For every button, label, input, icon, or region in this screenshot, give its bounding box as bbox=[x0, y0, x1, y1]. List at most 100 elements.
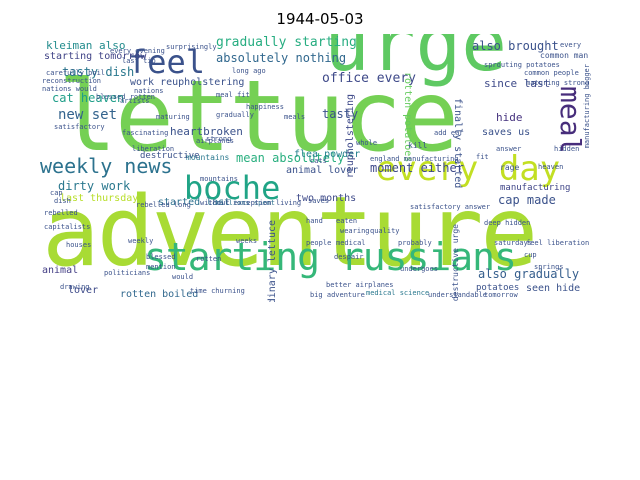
word-started-last: started last bbox=[158, 197, 231, 208]
word-blessed-rotten: blessed rotten bbox=[96, 93, 156, 101]
word-feel: feel bbox=[128, 43, 206, 81]
word-answer: answer bbox=[496, 145, 522, 153]
word-liberation: liberation bbox=[132, 145, 175, 153]
word-long-ago: long ago bbox=[232, 67, 266, 75]
word-meal: meal bbox=[554, 86, 587, 154]
word-eaten: eaten bbox=[336, 217, 358, 225]
word-office-every: office every bbox=[322, 71, 416, 86]
word-people: people bbox=[306, 239, 332, 247]
word-england-manufacturing: england manufacturing bbox=[370, 155, 459, 163]
word-better-airplanes: better airplanes bbox=[326, 281, 394, 289]
word-airplanes: airplanes bbox=[196, 137, 234, 145]
word-moment-either: moment either bbox=[370, 161, 464, 175]
word-starting-tomorrow: starting tomorrow bbox=[44, 51, 147, 62]
word-potatoes: potatoes bbox=[476, 283, 520, 293]
word-reconstruction: reconstruction bbox=[42, 77, 102, 85]
word-manufacturing-bigger: manufacturing bigger bbox=[583, 64, 591, 149]
word-hide: hide bbox=[496, 111, 523, 124]
word-seen-hide: seen hide bbox=[526, 283, 581, 294]
word-maturing-strong: maturing strong bbox=[526, 79, 590, 87]
word-whole: whole bbox=[356, 139, 378, 147]
word-manufacturing: manufacturing bbox=[500, 183, 571, 193]
word-saves: saves bbox=[308, 197, 330, 205]
word-mean-absolutely: mean absolutely bbox=[236, 151, 345, 165]
word-rotten-potatoes: rotten potatoes bbox=[402, 72, 413, 163]
word-happiness: happiness bbox=[246, 103, 284, 111]
word-millions-spent: millions spent bbox=[216, 199, 276, 207]
word-deep-hidden: deep hidden bbox=[484, 219, 531, 227]
word-drawing: drawing bbox=[60, 283, 90, 291]
word-rage: rage bbox=[500, 163, 520, 172]
word-last-thursday: last thursday bbox=[60, 193, 139, 204]
word-kleiman-also: kleiman also bbox=[46, 39, 126, 52]
word-every-day: every day bbox=[376, 149, 561, 189]
word-weekly: weekly bbox=[128, 237, 154, 245]
word-sprouting-potatoes: sprouting potatoes bbox=[484, 61, 560, 69]
word-satisfactory: satisfactory bbox=[54, 123, 105, 131]
word-rebelled-long: rebelled long bbox=[136, 201, 191, 209]
word-tasty-dish: tasty dish bbox=[62, 65, 135, 79]
word-houses: houses bbox=[66, 241, 92, 249]
word-would: would bbox=[172, 273, 194, 281]
word-probably: probably bbox=[398, 239, 432, 247]
word-common-people: common people bbox=[524, 69, 579, 77]
word-destructive-urge: destructive urge bbox=[451, 224, 460, 302]
word-mountains-small: mountains bbox=[200, 175, 238, 183]
word-work-reupholstering: work reupholstering bbox=[130, 77, 245, 88]
word-lettuce: lettuce bbox=[58, 60, 459, 174]
word-despair: despair bbox=[334, 253, 364, 261]
word-dirty-work: dirty work bbox=[58, 179, 131, 193]
word-new-set: new set bbox=[58, 107, 118, 123]
word-fascinating: fascinating bbox=[122, 129, 169, 137]
word-weeks: weeks bbox=[236, 237, 258, 245]
word-mention: mention bbox=[146, 263, 176, 271]
word-blessed: blessed bbox=[146, 253, 176, 261]
word-hidden: hidden bbox=[554, 145, 580, 153]
word-every: every bbox=[560, 41, 582, 49]
word-understandable: understandable bbox=[428, 291, 488, 299]
word-destructive: destructive bbox=[140, 151, 200, 161]
word-maturing: maturing bbox=[156, 113, 190, 121]
word-also-brought: also brought bbox=[472, 39, 559, 53]
word-nations: nations bbox=[134, 87, 164, 95]
word-medical-science: medical science bbox=[366, 289, 430, 297]
word-satisfactory-answer: satisfactory answer bbox=[410, 203, 491, 211]
word-cats: cats bbox=[310, 157, 327, 165]
word-saves-us: saves us bbox=[482, 127, 531, 138]
word-starting-russians: starting russians bbox=[144, 235, 517, 279]
word-capitalists: capitalists bbox=[44, 223, 91, 231]
word-every-evening: every evening bbox=[110, 47, 165, 55]
word-kill: kill bbox=[408, 141, 428, 150]
word-animal-lover: animal lover bbox=[286, 165, 359, 176]
word-surprisingly: surprisingly bbox=[166, 43, 217, 51]
word-reupholstering: reupholstering bbox=[345, 94, 356, 179]
word-strong: strong bbox=[206, 135, 232, 143]
word-finally-started: finally started bbox=[452, 98, 463, 189]
word-meal-fit: meal fit bbox=[216, 91, 250, 99]
word-absolutely-nothing: absolutely nothing bbox=[216, 51, 347, 65]
word-tomorrow: tomorrow bbox=[484, 291, 518, 299]
word-meals: meals bbox=[284, 113, 306, 121]
word-rebelled: rebelled bbox=[44, 209, 78, 217]
word-animal: animal bbox=[42, 265, 79, 276]
word-fit: fit bbox=[476, 153, 489, 161]
chart-title: 1944-05-03 bbox=[276, 10, 364, 28]
word-wearing: wearing bbox=[340, 227, 370, 235]
word-last-tip: last tip bbox=[122, 57, 156, 65]
word-hand: hand bbox=[306, 217, 323, 225]
word-flea-powder: flea powder bbox=[294, 149, 361, 160]
word-lover: lover bbox=[68, 285, 99, 296]
word-cap: cap bbox=[50, 189, 63, 197]
word-big-adventure: big adventure bbox=[310, 291, 365, 299]
word-undergoes: undergoes bbox=[400, 265, 438, 273]
word-since-last: since last bbox=[484, 77, 551, 90]
word-adventure: adventure bbox=[42, 176, 538, 288]
word-gradually: gradually bbox=[216, 111, 254, 119]
word-mountains: mountains bbox=[186, 153, 230, 162]
word-urge: urge bbox=[324, 34, 508, 88]
word-time-churning: time churning bbox=[190, 287, 245, 295]
word-two-months: two months bbox=[296, 193, 357, 204]
word-without-exception-living: without exception living bbox=[200, 199, 302, 207]
word-carefully-boil: carefully boil bbox=[46, 69, 106, 77]
word-medical: medical bbox=[336, 239, 366, 247]
